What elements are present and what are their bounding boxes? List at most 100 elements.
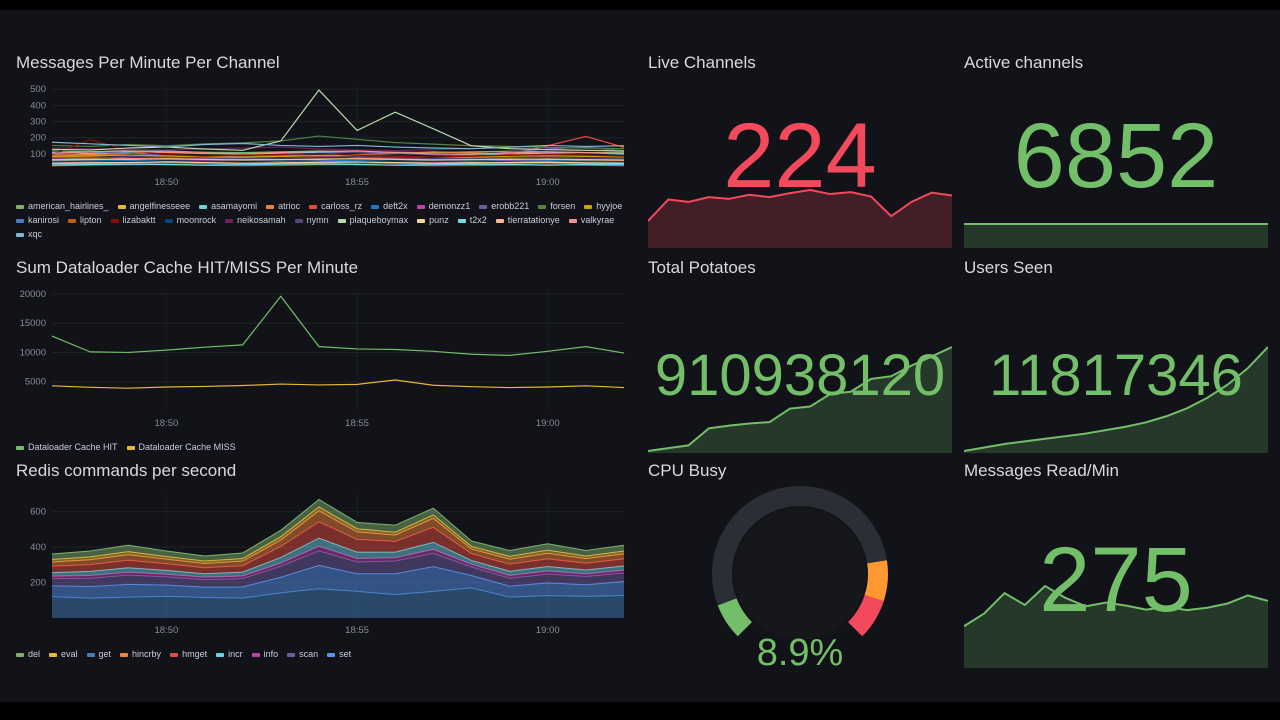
- legend-item[interactable]: angelfinesseee: [117, 201, 190, 212]
- panel-cpu-busy: CPU Busy 8.9%: [648, 460, 952, 674]
- stack-area-set: [52, 565, 624, 599]
- legend-item[interactable]: hincrby: [120, 649, 161, 660]
- series-line-plaqueboymax: [51, 89, 625, 152]
- x-tick-label: 19:00: [536, 625, 560, 636]
- legend-item[interactable]: set: [327, 649, 351, 660]
- legend-swatch: [371, 204, 380, 209]
- gauge-value: 8.9%: [756, 632, 844, 674]
- legend-item[interactable]: scan: [287, 649, 318, 660]
- legend-item[interactable]: Dataloader Cache HIT: [16, 442, 118, 453]
- stat-value: 6852: [1013, 105, 1219, 207]
- legend-item[interactable]: incr: [216, 649, 243, 660]
- stack-area-scan: [52, 550, 624, 588]
- legend-item[interactable]: forsen: [538, 201, 575, 212]
- legend-item[interactable]: xqc: [16, 229, 42, 240]
- spark-line: [648, 346, 952, 452]
- y-tick-label: 300: [30, 117, 46, 128]
- legend-label: moonrock: [176, 215, 217, 225]
- x-tick-label: 19:00: [536, 177, 560, 188]
- gauge-inner-disc: [734, 508, 866, 640]
- legend-swatch: [164, 218, 173, 223]
- dataloader-legend: Dataloader Cache HIT Dataloader Cache MIS…: [16, 442, 628, 453]
- cpu-gauge-arc: [712, 486, 888, 640]
- panel-title[interactable]: Sum Dataloader Cache HIT/MISS Per Minute: [16, 258, 359, 277]
- legend-label: set: [339, 649, 352, 659]
- legend-item[interactable]: neikosamah: [225, 215, 286, 226]
- legend-swatch: [225, 218, 234, 223]
- legend-swatch: [170, 652, 179, 657]
- legend-item[interactable]: hmget: [170, 649, 207, 660]
- legend-label: forsen: [550, 201, 576, 211]
- legend-item[interactable]: punz: [417, 215, 449, 226]
- legend-item[interactable]: demonzz1: [416, 201, 470, 212]
- redis-legend: del eval get hincrby hmget incr info scan set: [16, 649, 628, 660]
- stack-line-del: [51, 498, 625, 557]
- legend-label: incr: [228, 649, 243, 659]
- legend-swatch: [16, 445, 24, 450]
- messages-line-chart[interactable]: 100 200 300 400 500 18:50 18:55 19:00: [16, 80, 628, 192]
- legend-swatch: [309, 204, 318, 209]
- legend-item[interactable]: american_hairlines_: [16, 201, 109, 212]
- panel-title[interactable]: Messages Read/Min: [964, 461, 1119, 480]
- grafana-dashboard: Messages Per Minute Per Channel 100 200 30…: [0, 10, 1280, 702]
- redis-stacked-area-chart[interactable]: 200 400 600 18:50 18:55 19:00: [16, 488, 628, 640]
- y-tick-label: 10000: [20, 347, 46, 358]
- series-line-xqc: [51, 141, 625, 150]
- legend-item[interactable]: carloss_rz: [309, 201, 362, 212]
- panel-title[interactable]: Messages Per Minute Per Channel: [16, 53, 280, 72]
- legend-label: xqc: [28, 229, 43, 239]
- panel-title[interactable]: CPU Busy: [648, 461, 727, 480]
- legend-item[interactable]: deft2x: [371, 201, 408, 212]
- legend-item[interactable]: info: [251, 649, 279, 660]
- legend-swatch: [16, 204, 24, 209]
- legend-item[interactable]: eval: [49, 649, 78, 660]
- legend-item[interactable]: kanirosi: [16, 215, 59, 226]
- legend-item[interactable]: hyyjoe: [584, 201, 622, 212]
- legend-item[interactable]: moonrock: [164, 215, 217, 226]
- x-tick-label: 18:50: [155, 177, 179, 188]
- legend-label: erobb221: [491, 201, 530, 211]
- legend-item[interactable]: lipton: [68, 215, 102, 226]
- legend-item[interactable]: lizabaktt: [110, 215, 156, 226]
- panel-title[interactable]: Users Seen: [964, 258, 1053, 277]
- legend-item[interactable]: get: [86, 649, 111, 660]
- stack-area-hmget: [52, 521, 624, 574]
- panel-title[interactable]: Active channels: [964, 53, 1084, 72]
- legend-swatch: [416, 204, 425, 209]
- legend-swatch: [251, 652, 260, 657]
- total-potatoes-sparkline: [648, 346, 952, 453]
- legend-swatch: [457, 218, 466, 223]
- panel-title[interactable]: Live Channels: [648, 53, 756, 72]
- legend-label: valkyrae: [580, 215, 615, 225]
- y-tick-label: 400: [30, 100, 46, 111]
- panel-title[interactable]: Redis commands per second: [16, 461, 237, 480]
- legend-label: del: [28, 649, 41, 659]
- legend-item[interactable]: nymn: [294, 215, 329, 226]
- legend-item[interactable]: t2x2: [457, 215, 487, 226]
- legend-label: lizabaktt: [122, 215, 156, 225]
- panel-live-channels: Live Channels 224: [648, 52, 952, 248]
- legend-item[interactable]: atrioc: [266, 201, 300, 212]
- series-line-kanirosi: [51, 162, 625, 165]
- legend-label: kanirosi: [28, 215, 60, 225]
- legend-item[interactable]: tierratationye: [495, 215, 560, 226]
- legend-item[interactable]: erobb221: [479, 201, 529, 212]
- spark-fill: [964, 224, 1268, 248]
- legend-item[interactable]: del: [16, 649, 40, 660]
- legend-swatch: [479, 204, 488, 209]
- legend-label: info: [263, 649, 279, 659]
- legend-swatch: [117, 204, 126, 209]
- dataloader-line-chart[interactable]: 5000 10000 15000 20000 18:50 18:55 19:00: [16, 285, 628, 433]
- legend-swatch: [68, 218, 77, 223]
- legend-label: tierratationye: [507, 215, 560, 225]
- legend-item[interactable]: Dataloader Cache MISS: [126, 442, 236, 453]
- series-line-t2x2: [51, 163, 625, 166]
- legend-label: hyyjoe: [596, 201, 623, 211]
- legend-item[interactable]: plaqueboymax: [337, 215, 408, 226]
- legend-swatch: [266, 204, 275, 209]
- legend-item[interactable]: asamayomi: [199, 201, 257, 212]
- live-channels-sparkline: [648, 189, 952, 248]
- legend-item[interactable]: valkyrae: [568, 215, 615, 226]
- spark-line: [964, 346, 1268, 452]
- panel-title[interactable]: Total Potatoes: [648, 258, 756, 277]
